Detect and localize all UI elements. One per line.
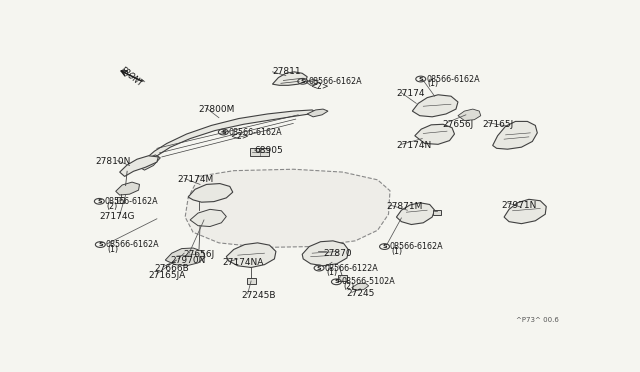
Text: (1): (1) [428,79,439,89]
Polygon shape [302,241,349,266]
Polygon shape [412,95,458,117]
Text: 08566-6162A: 08566-6162A [229,128,282,137]
Text: 27656J: 27656J [442,120,474,129]
Text: S: S [382,244,387,249]
Text: 27245B: 27245B [241,291,276,300]
Polygon shape [190,209,227,227]
Text: S: S [419,77,423,81]
Polygon shape [493,121,538,149]
Text: (2): (2) [344,282,355,291]
Text: 27871M: 27871M [387,202,423,211]
Text: S: S [300,79,305,84]
Polygon shape [120,156,158,176]
Text: (1): (1) [326,269,337,278]
Polygon shape [352,283,369,291]
Text: S: S [221,129,226,135]
Text: 68905: 68905 [255,146,284,155]
Text: 08566-6162A: 08566-6162A [105,197,159,206]
Polygon shape [185,169,390,247]
Polygon shape [306,80,318,85]
Text: 27971N: 27971N [502,201,537,209]
Text: 27174G: 27174G [100,212,135,221]
Text: (2): (2) [106,202,118,211]
Text: 27870: 27870 [323,248,351,258]
Text: 08566-6162A: 08566-6162A [308,77,362,86]
Text: S: S [334,279,339,284]
Text: 27656J: 27656J [183,250,214,259]
Text: S: S [98,242,102,247]
Polygon shape [165,248,205,266]
Polygon shape [141,155,161,170]
Bar [117,197,124,203]
Text: 08566-6162A: 08566-6162A [426,74,480,83]
Text: 27165JA: 27165JA [148,271,186,280]
Polygon shape [116,182,140,195]
Text: (1): (1) [108,245,118,254]
Text: ^P73^ 00.6: ^P73^ 00.6 [516,317,559,323]
Text: <2>: <2> [310,82,328,91]
Bar [250,148,269,156]
Text: S: S [317,266,321,270]
Text: 08566-6162A: 08566-6162A [106,240,159,249]
Polygon shape [273,72,307,85]
Bar [339,275,348,281]
Text: 27174M: 27174M [177,175,214,184]
Polygon shape [396,203,435,225]
Bar [246,278,255,284]
Polygon shape [227,243,276,267]
Text: 27165J: 27165J [483,120,514,129]
Polygon shape [504,199,547,224]
Polygon shape [458,109,481,121]
Text: 27811: 27811 [273,67,301,76]
Polygon shape [415,124,454,144]
Text: S: S [97,199,102,204]
Text: 27666B: 27666B [154,264,189,273]
Text: 27245: 27245 [346,289,375,298]
Bar [433,210,441,215]
Text: 27810N: 27810N [95,157,131,166]
Polygon shape [307,109,328,117]
Text: 27970N: 27970N [170,256,205,264]
Text: 08566-5102A: 08566-5102A [342,277,396,286]
Text: 27174: 27174 [396,89,425,99]
Text: <2>: <2> [230,132,249,141]
Polygon shape [188,183,233,202]
Text: 08566-6122A: 08566-6122A [324,264,378,273]
Text: FRONT: FRONT [119,65,145,88]
Text: 27174N: 27174N [396,141,432,150]
Text: (1): (1) [392,247,403,256]
Text: 27174NA: 27174NA [223,259,264,267]
Polygon shape [143,110,317,167]
Text: 27800M: 27800M [198,105,234,115]
Text: 08566-6162A: 08566-6162A [390,242,444,251]
